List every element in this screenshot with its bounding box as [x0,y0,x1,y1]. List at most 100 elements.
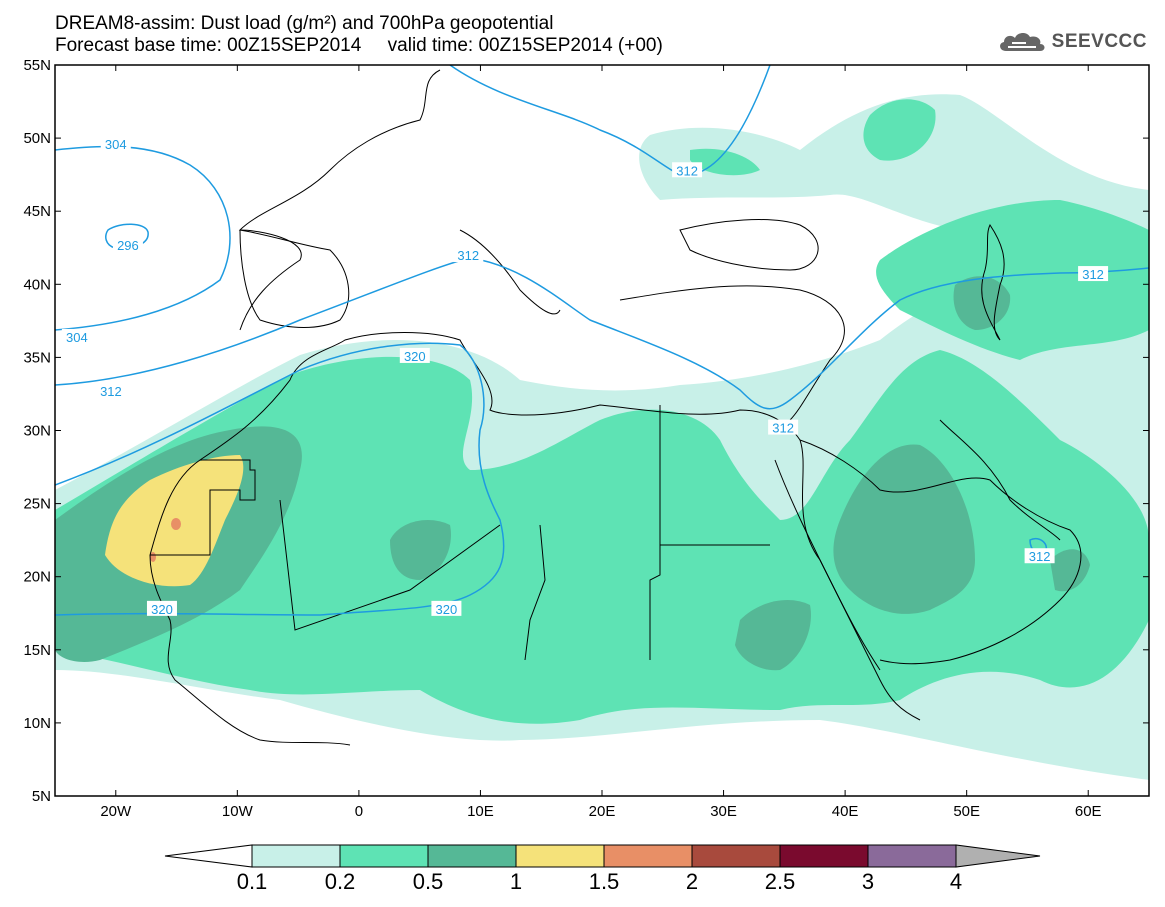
lat-label: 15N [23,642,51,659]
colorbar-label: 3 [861,869,875,894]
contour-label: 312 [100,384,122,399]
italy [459,229,561,315]
lat-label: 25N [23,496,51,513]
colorbar-labels: 0.1 0.2 0.5 1 1.5 2 2.5 3 4 [0,869,1165,899]
colorbar-swatch [339,844,429,868]
arabian-peninsula [799,439,1082,665]
lat-label: 20N [23,569,51,586]
mali-border [279,499,501,631]
contour-label: 304 [105,137,127,152]
lat-label: 40N [23,276,51,293]
dust-fields [55,94,1149,780]
lat-label: 30N [23,423,51,440]
contour-312-west [55,257,1149,410]
lon-label: 60E [1075,803,1102,820]
lat-label: 55N [23,57,51,74]
colorbar-label: 0.2 [324,869,356,894]
contour-label: 312 [1029,549,1051,564]
dust-field-0.5-niger [390,520,451,580]
dust-field-0.2-caspian [876,200,1149,360]
colorbar [164,844,1041,868]
caspian-sea [981,224,1005,341]
dust-field-1.5-spot [171,518,181,530]
colorbar-label: 2.5 [764,869,796,894]
map-title-line1: DREAM8-assim: Dust load (g/m²) and 700hP… [55,13,554,34]
lon-label: 10W [222,803,254,820]
dust-field-0.5-oman [1050,549,1090,592]
colorbar-swatch [427,844,517,868]
lat-label: 35N [23,349,51,366]
colorbar-swatch [867,844,957,868]
contour-label: 312 [457,248,479,263]
western-sahara-border [150,459,256,556]
contour-label: 312 [1082,267,1104,282]
contour-label-bg [672,162,703,178]
contour-label-bg [399,347,430,363]
contour-label: 312 [676,163,698,178]
black-sea [679,219,819,271]
lat-label: 50N [23,130,51,147]
logo-text: SEEVCCC [1051,31,1147,52]
lat-label: 45N [23,203,51,220]
contour-label-bg [453,247,484,263]
contour-label: 320 [404,349,426,364]
lon-label: 30E [710,803,737,820]
chad-border [524,524,546,661]
contour-label-bg [146,600,177,616]
dust-field-0.5-arabia [833,444,975,614]
contour-label: 320 [151,602,173,617]
colorbar-underflow-triangle [164,844,253,868]
axis-ticks: 55N 50N 45N 40N 35N 30N 25N 20N 15N 10N 5N 20W 10W 0 1… [23,57,1149,820]
colorbar-swatch [691,844,781,868]
lon-label: 20E [589,803,616,820]
contour-label: 296 [117,238,139,253]
contour-label: 312 [772,421,794,436]
colorbar-swatch [603,844,693,868]
lat-label: 10N [23,715,51,732]
lon-label: 40E [832,803,859,820]
iberia [239,229,350,328]
contour-label-bg [95,383,126,399]
colorbar-label: 0.1 [236,869,268,894]
red-sea [774,459,881,671]
colorbar-swatch [515,844,605,868]
dust-field-0.2 [55,350,1149,724]
colorbar-label: 1.5 [588,869,620,894]
cloud-logo-icon [999,32,1045,51]
colorbar-label: 2 [685,869,699,894]
lon-label: 10E [467,803,494,820]
lon-label: 50E [953,803,980,820]
coastlines-borders [149,69,1082,746]
colorbar-label: 0.5 [412,869,444,894]
contour-labels: 304 296 304 312 312 320 312 312 312 312 320 320 [61,135,1109,617]
contour-label: 320 [436,602,458,617]
contour-312-north [449,65,771,176]
contour-label-bg [1078,266,1109,282]
turkey-levant [619,285,845,421]
colorbar-overflow-triangle [955,844,1041,868]
lon-label: 0 [355,803,363,820]
dust-field-0.2-north [863,99,936,161]
dust-field-0.5-sudan [735,600,811,671]
contour-label-bg [1024,548,1055,564]
colorbar-label: 1 [509,869,523,894]
lon-label: 20W [100,803,132,820]
contour-label-bg [100,135,131,151]
contour-label-bg [431,600,462,616]
colorbar-label: 4 [949,869,963,894]
contour-label-bg [61,328,92,344]
contour-label-bg [768,419,799,435]
dust-field-0.5-caspian [953,276,1011,330]
contour-label: 304 [66,330,88,345]
contour-320 [55,342,505,616]
europe-coast [238,69,441,331]
sudan-border [649,545,661,660]
colorbar-swatch [251,844,341,868]
colorbar-swatch [779,844,869,868]
persian-gulf [939,419,1061,541]
lat-label: 5N [32,788,51,805]
contour-label-bg [112,236,143,252]
map-title-line2: Forecast base time: 00Z15SEP2014 valid t… [55,35,663,56]
seevccc-logo: SEEVCCC [996,28,1147,56]
